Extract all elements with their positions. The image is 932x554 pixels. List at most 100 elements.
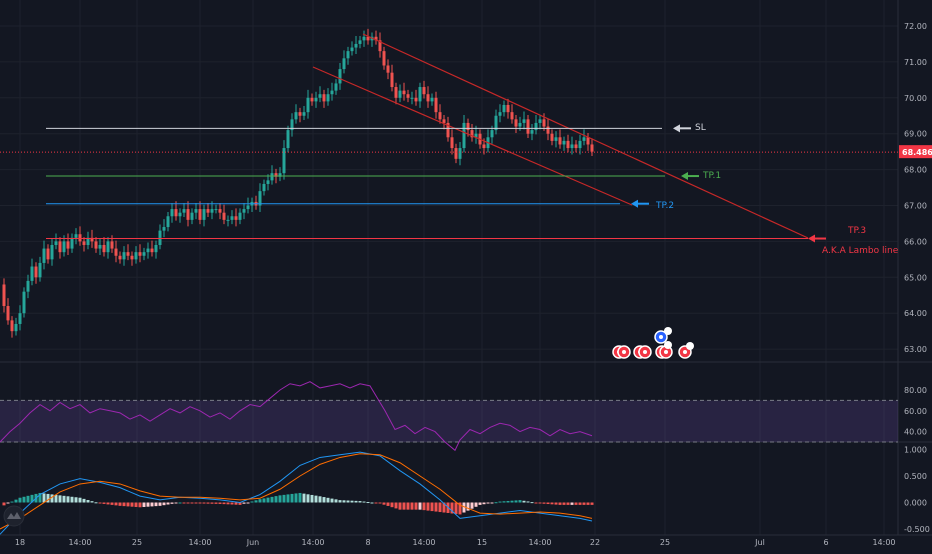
rsi-tick-label: 40.00 xyxy=(904,428,927,437)
candle xyxy=(442,115,446,130)
candle xyxy=(498,104,502,123)
channel-lower-line[interactable] xyxy=(312,66,633,206)
time-tick-label: 15 xyxy=(477,538,487,547)
candle xyxy=(538,115,542,130)
candle xyxy=(318,86,322,103)
candle xyxy=(326,88,330,106)
event-icon[interactable] xyxy=(617,345,631,359)
macd-histogram-bar xyxy=(406,502,410,510)
event-markers[interactable] xyxy=(612,327,694,359)
candle-body xyxy=(186,209,190,220)
time-tick-label: 8 xyxy=(365,538,370,547)
candle-body xyxy=(246,205,250,210)
candle xyxy=(426,86,430,108)
tradingview-logo-icon[interactable] xyxy=(3,505,25,527)
macd-histogram-bar xyxy=(346,500,350,503)
macd-histogram-bar xyxy=(582,502,586,505)
time-tick-label: 14:00 xyxy=(528,538,551,547)
macd-pane[interactable]: 1.000 0.500 0.000 -0.500 xyxy=(0,446,930,535)
current-price-tag[interactable] xyxy=(899,145,932,159)
macd-histogram-bar xyxy=(14,499,18,503)
candle-body xyxy=(406,94,410,98)
candle-body xyxy=(350,47,354,52)
candle-body xyxy=(554,137,558,141)
macd-histogram-bar xyxy=(270,496,274,503)
candle xyxy=(82,237,86,252)
candle xyxy=(382,46,386,70)
candle xyxy=(546,118,550,141)
time-tick-label: 25 xyxy=(660,538,670,547)
macd-histogram-bar xyxy=(214,502,218,504)
macd-histogram-bar xyxy=(478,502,482,505)
candle-body xyxy=(346,51,350,59)
macd-histogram-bar xyxy=(290,493,294,503)
candle-body xyxy=(114,248,118,256)
macd-histogram-bar xyxy=(114,502,118,506)
candle xyxy=(86,231,90,250)
macd-histogram-bar xyxy=(198,502,202,504)
macd-histogram-bar xyxy=(146,502,150,507)
macd-histogram-bar xyxy=(438,502,442,513)
candle-body xyxy=(270,173,274,181)
candle xyxy=(234,208,238,227)
channel-upper-line[interactable] xyxy=(362,33,809,239)
macd-histogram-bar xyxy=(326,497,330,503)
rsi-tick-label: 60.00 xyxy=(904,407,927,416)
event-count-badge xyxy=(686,342,694,350)
macd-histogram-bar xyxy=(98,502,102,504)
event-count-badge xyxy=(664,327,672,335)
macd-histogram-bar xyxy=(382,502,386,505)
candle xyxy=(18,305,22,331)
price-levels[interactable]: SL TP.1 TP.2 TP.3 A.K.A Lambo line xyxy=(0,123,899,256)
candle-body xyxy=(426,94,430,102)
candle-body xyxy=(366,36,370,41)
candle xyxy=(10,316,14,338)
event-icon[interactable] xyxy=(638,345,652,359)
event-icon[interactable] xyxy=(654,330,668,344)
candle-body xyxy=(146,248,150,253)
macd-histogram-bar xyxy=(74,497,78,503)
candle xyxy=(54,233,58,250)
candle-body xyxy=(446,122,450,138)
candle xyxy=(298,107,302,123)
candle-body xyxy=(66,241,70,249)
candle-body xyxy=(226,219,230,221)
candle-body xyxy=(282,148,286,174)
macd-histogram-bar xyxy=(358,501,362,503)
candle-body xyxy=(294,112,298,120)
macd-histogram-bar xyxy=(454,502,458,514)
candle xyxy=(138,244,142,263)
descending-channel[interactable] xyxy=(312,33,809,239)
candle-body xyxy=(326,94,330,102)
rsi-pane[interactable]: 80.00 60.00 40.00 xyxy=(0,381,927,452)
macd-histogram-bar xyxy=(162,502,166,506)
macd-histogram-bar xyxy=(6,502,10,504)
time-axis[interactable]: 18 14:00 25 14:00 Jun 14:00 8 14:00 15 14:00 22 25 J… xyxy=(15,538,896,547)
candle-body xyxy=(34,266,38,278)
candle-body xyxy=(382,51,386,66)
current-price-label: 68.486 xyxy=(902,148,932,157)
candle xyxy=(390,64,394,92)
macd-histogram-bar xyxy=(450,502,454,514)
candle xyxy=(46,244,50,264)
candle xyxy=(162,219,166,238)
macd-histogram-bar xyxy=(286,494,290,503)
macd-histogram-bar xyxy=(94,502,98,504)
candle-body xyxy=(390,72,394,88)
candle xyxy=(558,129,562,149)
macd-histogram-bar xyxy=(202,502,206,504)
macd-histogram-bar xyxy=(210,502,214,504)
macd-tick-label: 1.000 xyxy=(904,446,927,455)
price-tick-label: 69.00 xyxy=(904,130,927,139)
macd-histogram-bar xyxy=(542,502,546,504)
macd-histogram-bar xyxy=(194,502,198,504)
candle-body xyxy=(574,144,578,149)
macd-histogram-bar xyxy=(46,493,50,503)
price-axis[interactable]: 72.00 71.00 70.00 69.00 68.00 67.00 66.00 65.00… xyxy=(899,22,932,354)
candle-body xyxy=(354,43,358,48)
candle-body xyxy=(122,252,126,260)
candle-body xyxy=(2,284,6,307)
candle xyxy=(222,204,226,225)
